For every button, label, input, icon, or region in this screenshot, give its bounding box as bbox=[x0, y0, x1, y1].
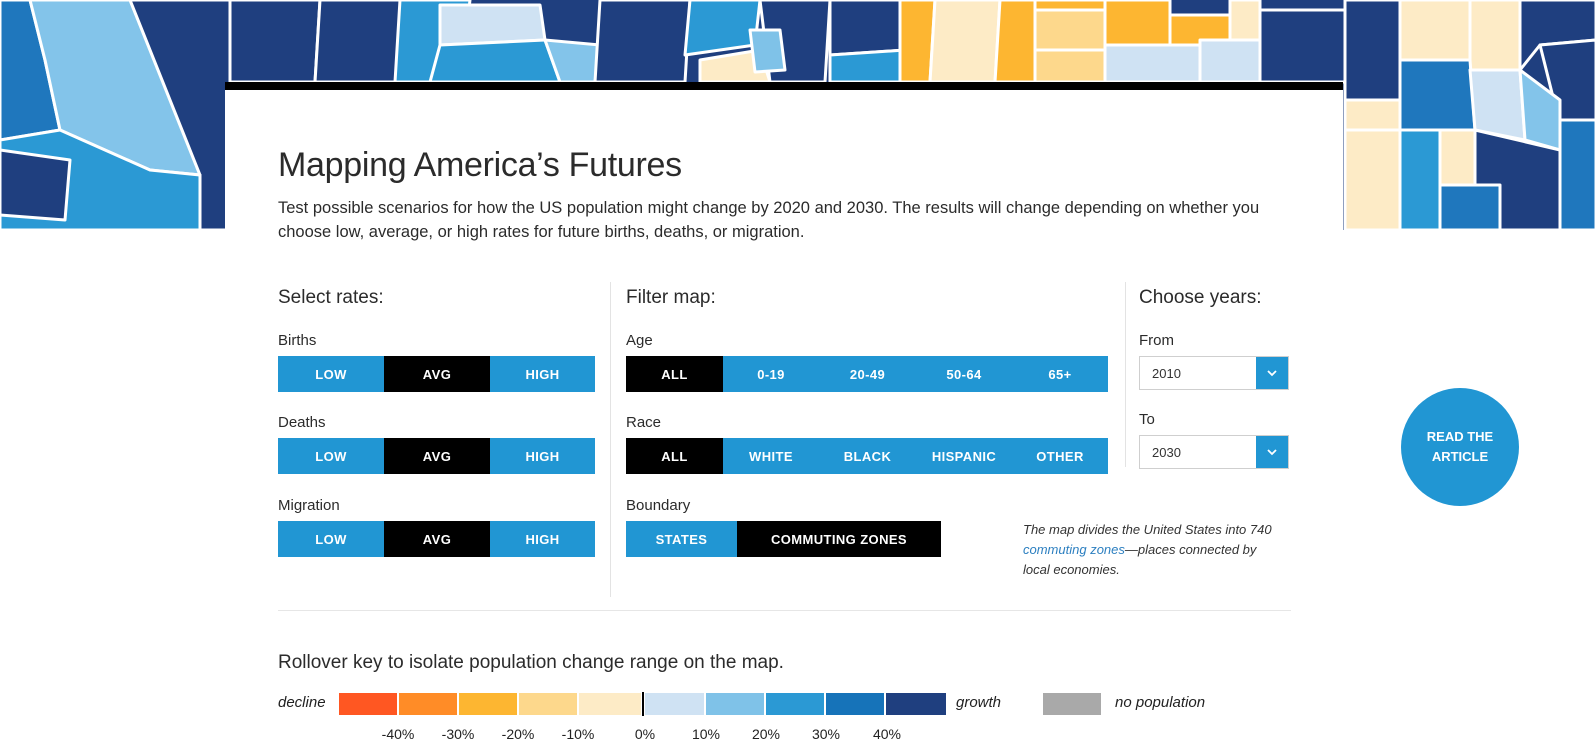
race-white-button[interactable]: WHITE bbox=[723, 438, 819, 474]
column-divider-2 bbox=[1125, 282, 1126, 467]
key-swatch-growth-30[interactable] bbox=[826, 693, 884, 715]
boundary-commuting-zones-button[interactable]: COMMUTING ZONES bbox=[737, 521, 941, 557]
key-tick: -20% bbox=[501, 726, 535, 742]
key-swatch-decline-40[interactable] bbox=[339, 693, 397, 715]
to-year-select[interactable]: 2030 bbox=[1139, 435, 1289, 469]
births-label: Births bbox=[278, 332, 317, 349]
boundary-states-button[interactable]: STATES bbox=[626, 521, 737, 557]
births-low-button[interactable]: LOW bbox=[278, 356, 384, 392]
race-hispanic-button[interactable]: HISPANIC bbox=[916, 438, 1012, 474]
migration-high-button[interactable]: HIGH bbox=[490, 521, 595, 557]
key-swatch-growth-10[interactable] bbox=[706, 693, 764, 715]
column-divider bbox=[610, 282, 611, 597]
boundary-toggle: STATES COMMUTING ZONES bbox=[626, 521, 941, 557]
from-year-value: 2010 bbox=[1152, 365, 1181, 381]
key-tick: 20% bbox=[751, 726, 781, 742]
note-text-before: The map divides the United States into 7… bbox=[1023, 522, 1272, 537]
rates-heading: Select rates: bbox=[278, 287, 384, 308]
race-black-button[interactable]: BLACK bbox=[819, 438, 916, 474]
key-swatch-growth-0[interactable] bbox=[645, 693, 704, 715]
race-all-button[interactable]: ALL bbox=[626, 438, 723, 474]
migration-low-button[interactable]: LOW bbox=[278, 521, 384, 557]
growth-label: growth bbox=[956, 694, 1002, 711]
migration-toggle: LOW AVG HIGH bbox=[278, 521, 595, 557]
boundary-label: Boundary bbox=[626, 497, 691, 514]
deaths-label: Deaths bbox=[278, 414, 326, 431]
deaths-avg-button[interactable]: AVG bbox=[384, 438, 490, 474]
from-year-select[interactable]: 2010 bbox=[1139, 356, 1289, 390]
deaths-low-button[interactable]: LOW bbox=[278, 438, 384, 474]
age-50-64-button[interactable]: 50-64 bbox=[916, 356, 1012, 392]
key-title: Rollover key to isolate population chang… bbox=[278, 652, 784, 673]
race-label: Race bbox=[626, 414, 662, 431]
commuting-zones-link[interactable]: commuting zones bbox=[1023, 542, 1125, 557]
section-divider bbox=[278, 610, 1291, 611]
key-swatch-decline-30[interactable] bbox=[399, 693, 457, 715]
read-article-button[interactable]: READ THE ARTICLE bbox=[1401, 388, 1519, 506]
age-toggle: ALL 0-19 20-49 50-64 65+ bbox=[626, 356, 1108, 392]
key-swatch-decline-0[interactable] bbox=[579, 693, 641, 715]
key-tick: 30% bbox=[811, 726, 841, 742]
key-tick: -40% bbox=[381, 726, 415, 742]
age-0-19-button[interactable]: 0-19 bbox=[723, 356, 819, 392]
filter-heading: Filter map: bbox=[626, 287, 716, 308]
commuting-zones-note: The map divides the United States into 7… bbox=[1023, 520, 1283, 580]
key-tick: 10% bbox=[691, 726, 721, 742]
zero-marker bbox=[642, 692, 644, 716]
migration-avg-button[interactable]: AVG bbox=[384, 521, 490, 557]
to-year-value: 2030 bbox=[1152, 444, 1181, 460]
to-label: To bbox=[1139, 411, 1155, 428]
births-avg-button[interactable]: AVG bbox=[384, 356, 490, 392]
age-label: Age bbox=[626, 332, 653, 349]
age-20-49-button[interactable]: 20-49 bbox=[819, 356, 916, 392]
chevron-down-icon[interactable] bbox=[1256, 357, 1288, 389]
note-text-after: —places connected by local economies. bbox=[1023, 542, 1257, 577]
key-tick: -30% bbox=[441, 726, 475, 742]
key-tick: -10% bbox=[561, 726, 595, 742]
race-toggle: ALL WHITE BLACK HISPANIC OTHER bbox=[626, 438, 1108, 474]
decline-label: decline bbox=[278, 694, 326, 711]
key-swatch-growth-40[interactable] bbox=[886, 693, 946, 715]
key-swatch-no-population[interactable] bbox=[1043, 693, 1101, 715]
deaths-toggle: LOW AVG HIGH bbox=[278, 438, 595, 474]
key-swatch-decline-10[interactable] bbox=[519, 693, 577, 715]
migration-label: Migration bbox=[278, 497, 340, 514]
births-high-button[interactable]: HIGH bbox=[490, 356, 595, 392]
years-heading: Choose years: bbox=[1139, 287, 1262, 308]
key-swatch-growth-20[interactable] bbox=[766, 693, 824, 715]
page-title: Mapping America’s Futures bbox=[278, 146, 682, 184]
deaths-high-button[interactable]: HIGH bbox=[490, 438, 595, 474]
controls-card: Mapping America’s Futures Test possible … bbox=[225, 82, 1343, 756]
key-tick: 0% bbox=[634, 726, 656, 742]
age-65plus-button[interactable]: 65+ bbox=[1012, 356, 1108, 392]
page-intro: Test possible scenarios for how the US p… bbox=[278, 199, 1260, 241]
race-other-button[interactable]: OTHER bbox=[1012, 438, 1108, 474]
no-population-label: no population bbox=[1115, 694, 1206, 711]
age-all-button[interactable]: ALL bbox=[626, 356, 723, 392]
chevron-down-icon[interactable] bbox=[1256, 436, 1288, 468]
births-toggle: LOW AVG HIGH bbox=[278, 356, 595, 392]
from-label: From bbox=[1139, 332, 1174, 349]
key-swatch-decline-20[interactable] bbox=[459, 693, 517, 715]
key-tick: 40% bbox=[872, 726, 902, 742]
